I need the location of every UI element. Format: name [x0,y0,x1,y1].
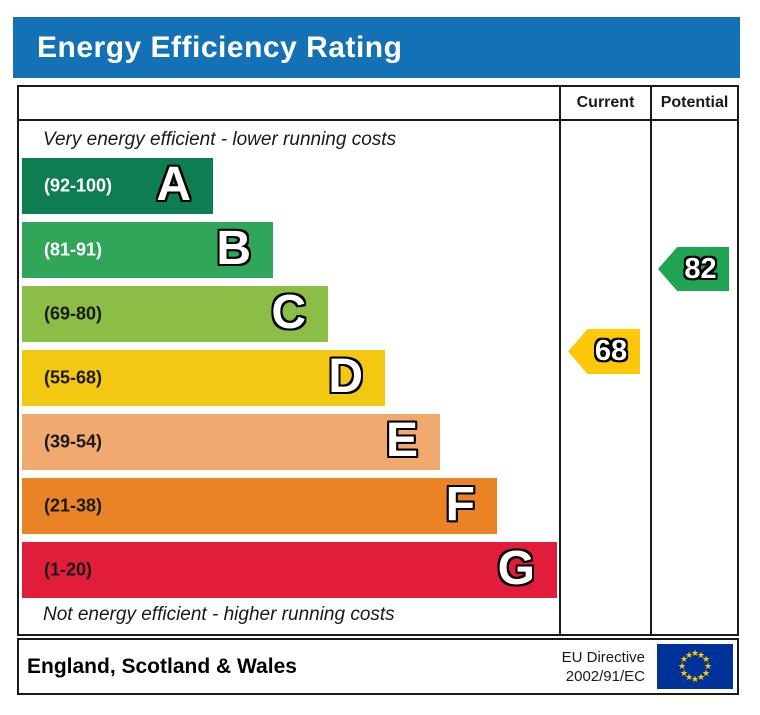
header-underline [19,119,737,121]
band-letter: E [385,414,418,468]
eu-directive-line2: 2002/91/EC [565,667,645,685]
band-range-label: (69-80) [44,303,103,324]
band-f: (21-38) F [22,478,497,534]
band-g: (1-20) G [22,542,557,598]
rating-table: Current Potential Very energy efficient … [17,85,739,636]
band-letter: D [328,350,363,404]
band-range-label: (92-100) [44,175,113,196]
region-label: England, Scotland & Wales [27,654,297,678]
bottom-note: Not energy efficient - higher running co… [43,604,395,625]
title-banner: Energy Efficiency Rating [13,17,740,78]
potential-rating-arrow: 82 [658,247,729,291]
band-e: (39-54) E [22,414,440,470]
potential-rating-value: 82 [684,252,717,285]
band-range-label: (21-38) [44,495,103,516]
band-b: (81-91) B [22,222,273,278]
band-range-label: (81-91) [44,239,103,260]
band-letter: B [216,222,251,276]
band-letter: A [156,158,191,212]
current-rating-value: 68 [594,335,628,367]
band-d: (55-68) D [22,350,385,406]
band-a: (92-100) A [22,158,213,214]
current-column-divider [559,87,561,634]
potential-column-divider [650,87,652,634]
band-range-label: (55-68) [44,367,103,388]
eu-flag-star-icon [684,650,694,660]
potential-column-header: Potential [660,94,729,111]
band-range-label: (39-54) [44,431,103,452]
band-range-label: (1-20) [44,559,93,580]
page-title: Energy Efficiency Rating [37,30,403,64]
current-rating-arrow: 68 [568,329,640,374]
band-letter: C [271,286,306,340]
eu-directive-label: EU Directive 2002/91/EC [562,648,645,686]
footer-bar: England, Scotland & Wales EU Directive 2… [17,638,739,695]
eu-directive-line1: EU Directive [561,648,645,666]
eu-flag-icon [657,644,733,689]
band-c: (69-80) C [22,286,328,342]
band-letter: G [497,542,535,596]
current-column-header: Current [576,94,635,111]
top-note: Very energy efficient - lower running co… [43,129,397,150]
band-letter: F [445,478,475,532]
